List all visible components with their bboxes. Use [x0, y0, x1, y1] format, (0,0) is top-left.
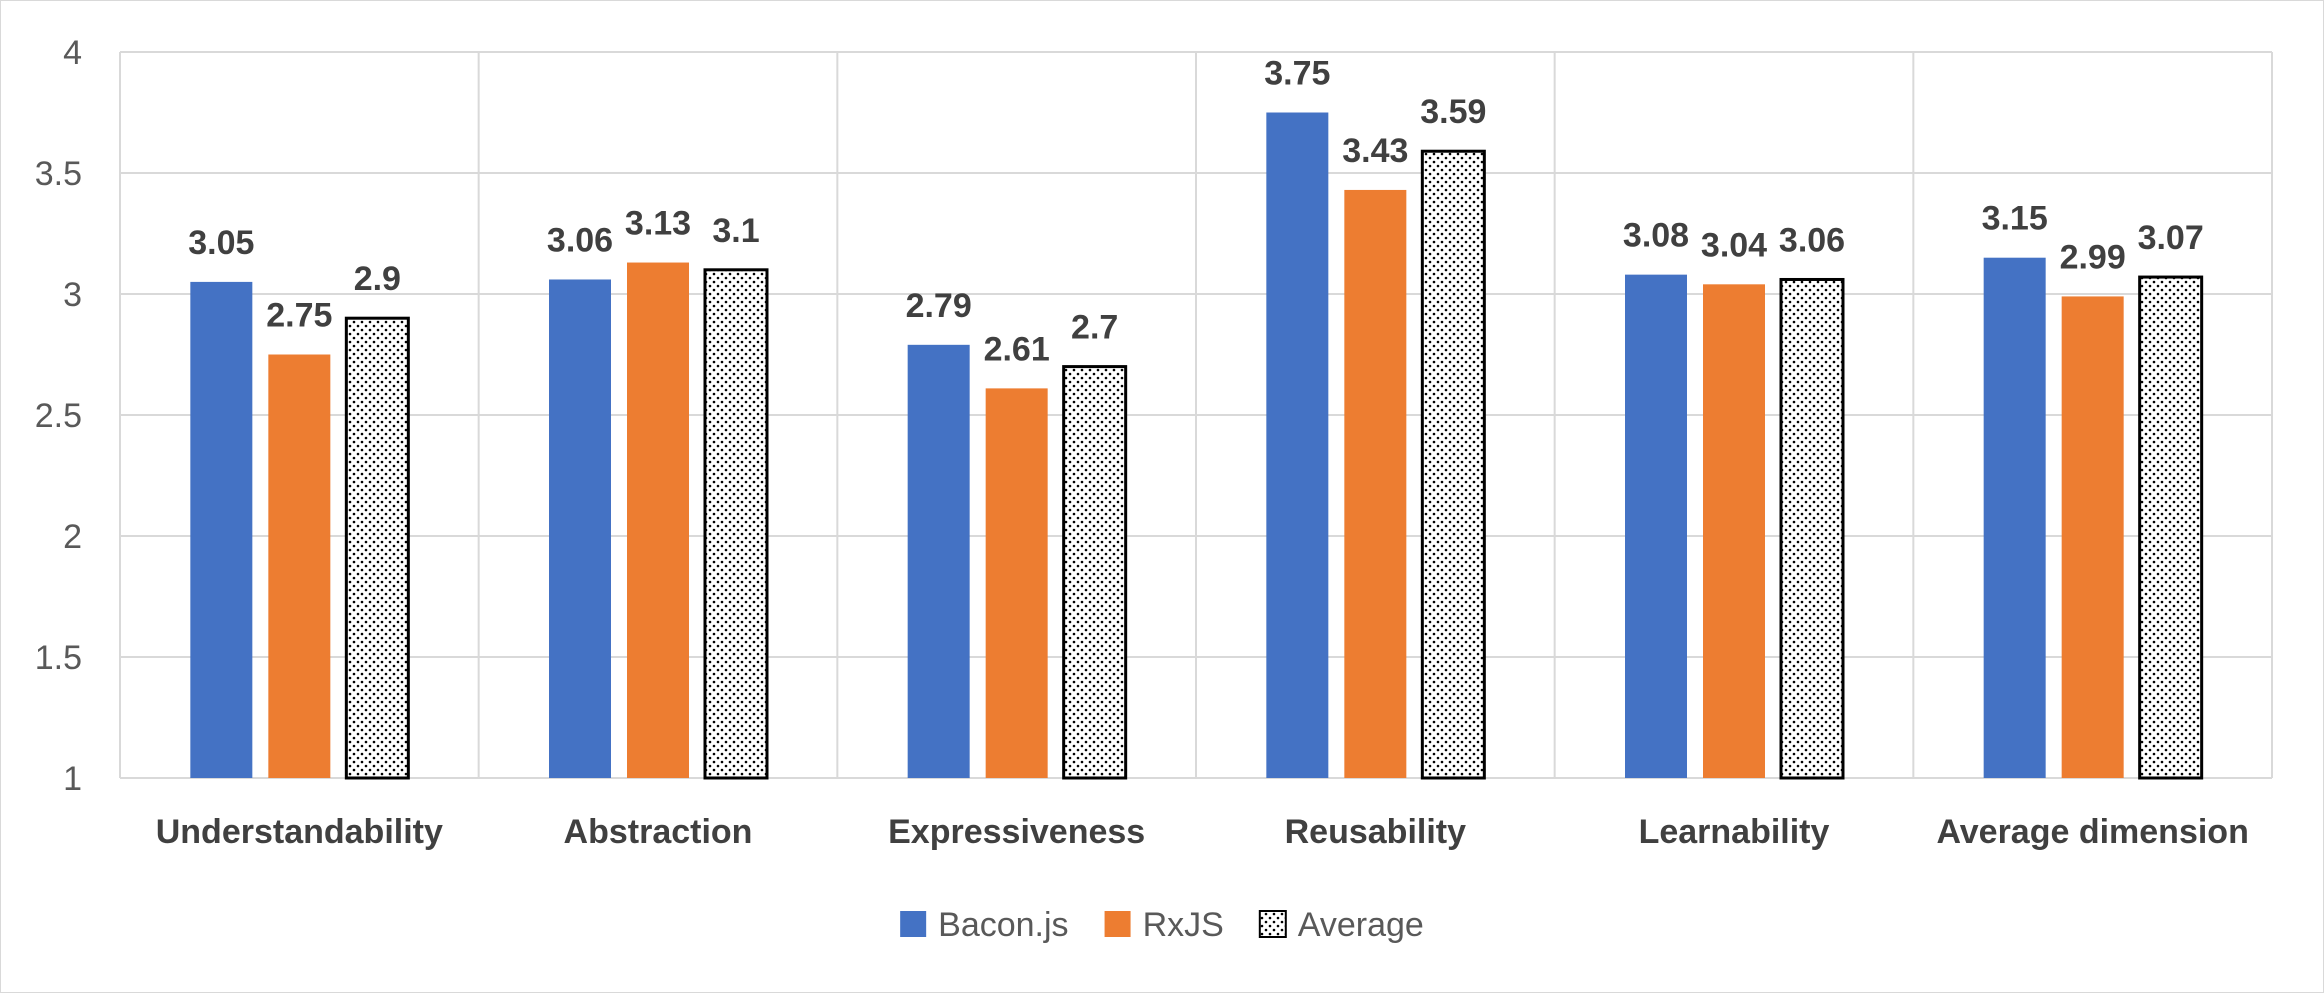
- x-category-label: Understandability: [156, 813, 443, 851]
- x-category-label: Abstraction: [564, 813, 753, 851]
- bar-rxjs: [1344, 189, 1407, 778]
- data-label: 3.06: [547, 221, 613, 259]
- data-label: 3.1: [712, 212, 759, 250]
- data-label: 3.06: [1779, 221, 1845, 259]
- legend: Bacon.js RxJS Average: [900, 906, 1424, 944]
- y-tick-label: 3: [63, 276, 82, 314]
- bar-bacon-js: [1983, 257, 2046, 778]
- x-category-label: Expressiveness: [888, 813, 1145, 851]
- y-tick-label: 1.5: [35, 639, 82, 677]
- y-tick-label: 1: [63, 760, 82, 798]
- data-label: 2.75: [266, 297, 332, 335]
- legend-swatch-bacon-js: [900, 911, 927, 937]
- data-label: 2.9: [354, 260, 401, 298]
- bar-layer: [190, 112, 2204, 780]
- bar-bacon-js: [190, 281, 253, 778]
- x-category-label: Average dimension: [1936, 813, 2248, 851]
- data-label: 3.07: [2138, 219, 2204, 257]
- y-tick-label: 2.5: [35, 397, 82, 435]
- bar-average: [1420, 149, 1486, 780]
- data-label: 3.15: [1982, 200, 2048, 238]
- legend-label: Bacon.js: [938, 906, 1068, 944]
- bar-bacon-js: [1625, 274, 1687, 778]
- bar-average: [344, 316, 410, 780]
- bar-rxjs: [1703, 284, 1765, 778]
- data-label: 2.79: [906, 287, 972, 325]
- bar-average: [703, 268, 769, 780]
- bar-rxjs: [985, 388, 1048, 778]
- axis-layer: 1 1.5 2 2.5 3 3.5 4 Understandability Abstractio…: [35, 34, 2249, 851]
- bar-average: [1062, 365, 1128, 780]
- bar-average: [1779, 277, 1845, 780]
- bar-bacon-js: [549, 279, 611, 778]
- bar-rxjs: [627, 262, 689, 778]
- data-label: 2.61: [984, 330, 1050, 368]
- bar-rxjs: [2061, 296, 2124, 778]
- data-label: 3.75: [1264, 55, 1330, 93]
- data-label: 2.99: [2060, 238, 2126, 276]
- y-tick-label: 2: [63, 518, 82, 556]
- data-label: 3.05: [188, 224, 254, 262]
- data-label: 3.04: [1701, 226, 1767, 264]
- legend-label: RxJS: [1143, 906, 1224, 944]
- data-label: 3.43: [1342, 132, 1408, 170]
- legend-swatch-average: [1258, 910, 1287, 938]
- grid-layer: [119, 51, 2273, 779]
- data-label: 3.08: [1623, 217, 1689, 255]
- data-label: 3.13: [625, 205, 691, 243]
- x-category-label: Reusability: [1285, 813, 1466, 851]
- y-tick-label: 3.5: [35, 155, 82, 193]
- bar-average: [2138, 275, 2204, 780]
- label-layer: 3.05 2.75 2.9 3.06 3.13 3.1 2.79 2.61 2.7 3.75 3.4…: [188, 55, 2204, 369]
- y-tick-label: 4: [63, 34, 82, 72]
- legend-swatch-rxjs: [1104, 911, 1131, 937]
- bar-rxjs: [268, 354, 331, 778]
- data-label: 2.7: [1071, 309, 1118, 347]
- x-category-label: Learnability: [1639, 813, 1830, 851]
- bar-bacon-js: [907, 344, 970, 778]
- bar-bacon-js: [1266, 112, 1329, 778]
- legend-label: Average: [1298, 906, 1424, 944]
- data-label: 3.59: [1420, 93, 1486, 131]
